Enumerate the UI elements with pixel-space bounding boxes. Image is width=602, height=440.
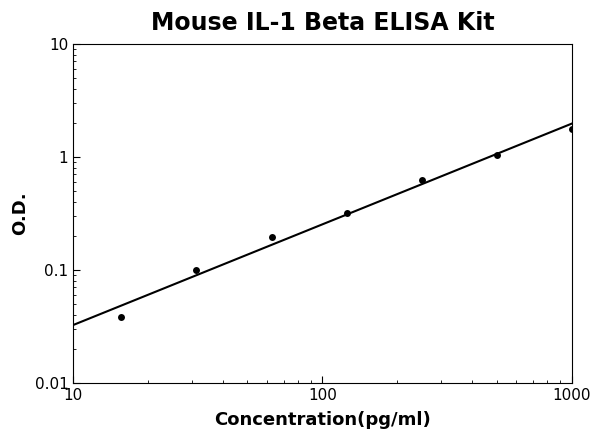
Point: [117, 314, 126, 321]
Point: [417, 177, 426, 184]
Title: Mouse IL-1 Beta ELISA Kit: Mouse IL-1 Beta ELISA Kit: [150, 11, 494, 35]
X-axis label: Concentration(pg/ml): Concentration(pg/ml): [214, 411, 431, 429]
Point: [567, 126, 577, 133]
Point: [492, 152, 501, 159]
Point: [267, 234, 276, 241]
Point: [191, 266, 201, 273]
Y-axis label: O.D.: O.D.: [11, 191, 29, 235]
Point: [342, 209, 352, 216]
